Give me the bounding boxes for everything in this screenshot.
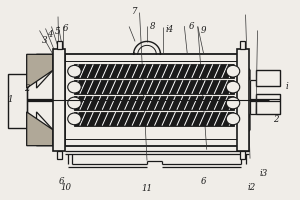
Ellipse shape (226, 65, 240, 77)
Text: 4: 4 (47, 30, 53, 39)
Bar (256, 70, 280, 86)
Bar (57, 41, 62, 49)
Ellipse shape (68, 97, 81, 109)
Bar (74, 96, 234, 110)
Text: 1: 1 (7, 95, 12, 104)
Bar (8, 74, 27, 128)
Ellipse shape (226, 113, 240, 125)
Text: i3: i3 (259, 169, 268, 178)
Text: 6: 6 (63, 24, 68, 33)
Ellipse shape (68, 81, 81, 93)
Bar (65, 54, 238, 146)
Text: 5: 5 (55, 27, 61, 36)
Text: 2: 2 (24, 84, 30, 93)
Polygon shape (27, 54, 53, 88)
Bar (74, 112, 234, 126)
Text: 9: 9 (201, 26, 206, 35)
Text: 3: 3 (42, 36, 48, 45)
Text: 11: 11 (142, 184, 152, 193)
Bar (240, 151, 245, 159)
Bar (53, 49, 65, 151)
Text: 7: 7 (132, 7, 138, 16)
Ellipse shape (226, 81, 240, 93)
Polygon shape (238, 54, 250, 80)
Text: 10: 10 (60, 183, 71, 192)
Text: 2: 2 (273, 115, 278, 124)
Text: 6: 6 (189, 22, 195, 31)
Text: i: i (286, 82, 289, 91)
Text: i2: i2 (248, 183, 256, 192)
Ellipse shape (226, 97, 240, 109)
Ellipse shape (68, 65, 81, 77)
Ellipse shape (68, 113, 81, 125)
Bar (74, 64, 234, 78)
Bar (74, 80, 234, 94)
Text: i4: i4 (165, 25, 173, 34)
Text: 6: 6 (59, 177, 65, 186)
Text: 6: 6 (201, 177, 206, 186)
Bar (57, 151, 62, 159)
Polygon shape (27, 112, 53, 146)
Text: 8: 8 (150, 22, 156, 31)
Bar (237, 49, 248, 151)
Bar (256, 94, 280, 114)
Bar (240, 41, 245, 49)
Polygon shape (37, 54, 53, 88)
Polygon shape (238, 114, 250, 146)
Polygon shape (37, 112, 53, 146)
